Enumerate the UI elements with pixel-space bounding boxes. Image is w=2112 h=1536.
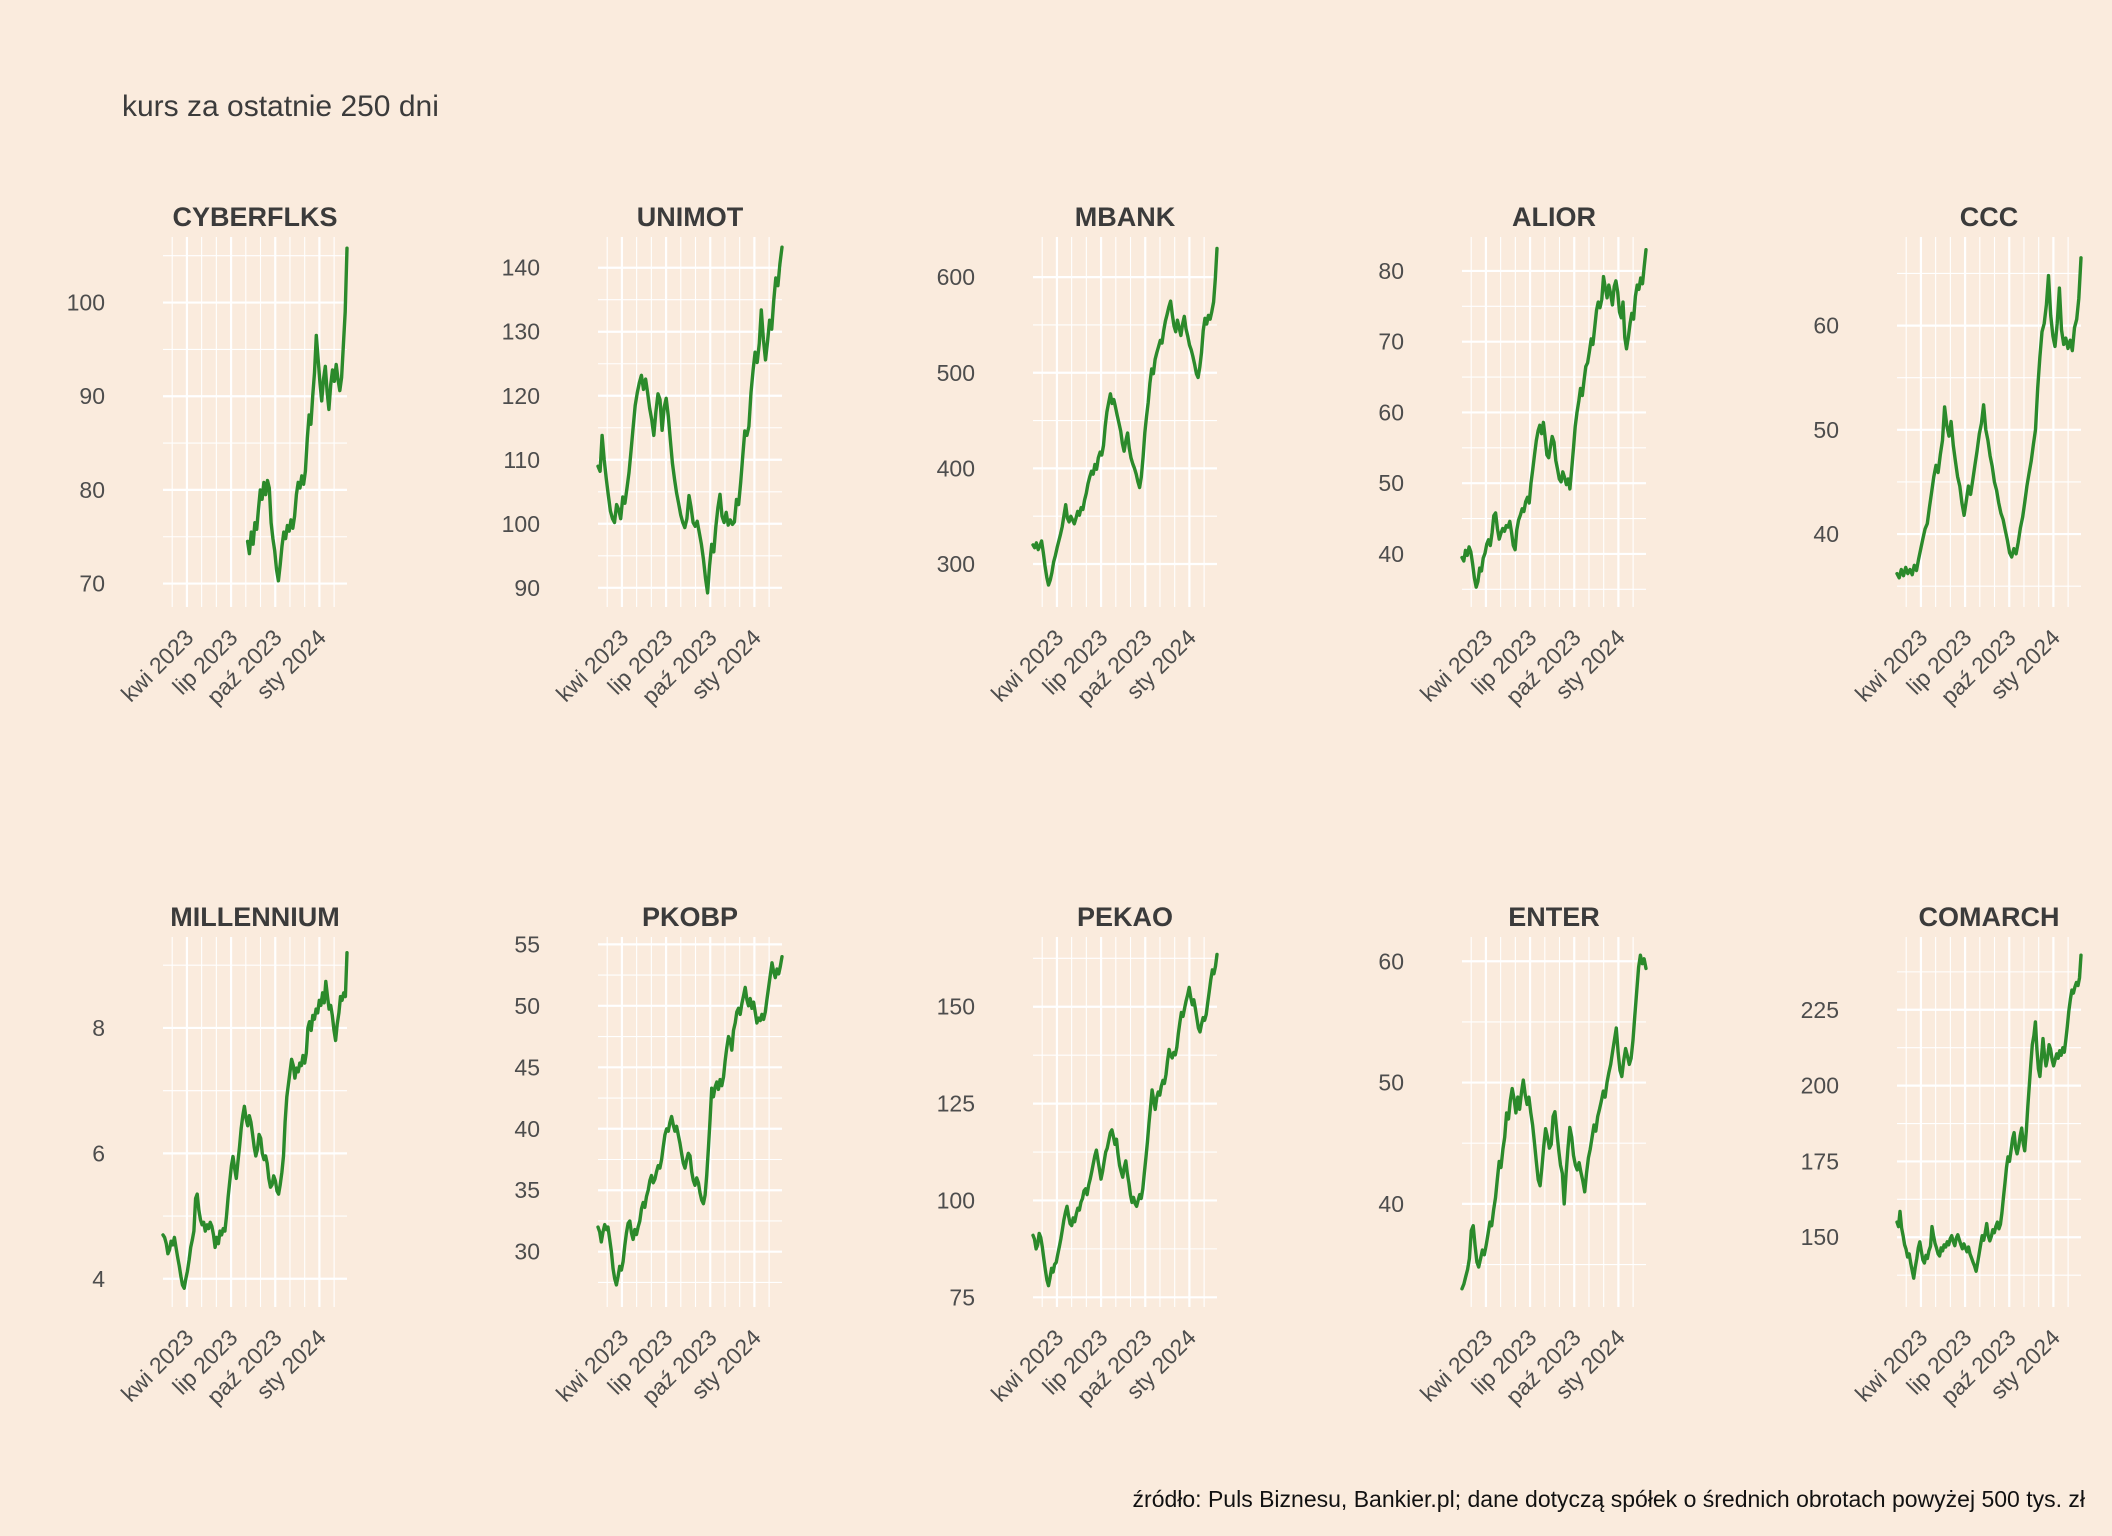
price-line	[1895, 256, 2083, 580]
y-axis-tick-label: 100	[67, 290, 105, 316]
chart-panel-mbank: 300 400 500 600 kwi 2023 lip 2023 paź 2023 sty …	[870, 190, 1248, 770]
chart-panel-alior: 40 50 60 70 80 kwi 2023 lip 2023 paź 2023 sty 20…	[1299, 190, 1677, 770]
y-axis-tick-label: 40	[1378, 541, 1404, 567]
y-axis-tick-label: 40	[1813, 521, 1839, 547]
y-axis-tick-label: 50	[1378, 470, 1404, 496]
chart-panel-millennium: 4 6 8 kwi 2023 lip 2023 paź 2023 sty 2024 MILLE…	[0, 890, 378, 1470]
y-axis-tick-label: 80	[1378, 258, 1404, 284]
chart-title: ENTER	[1508, 902, 1600, 932]
y-axis-tick-label: 45	[514, 1054, 540, 1080]
y-axis-tick-label: 90	[514, 575, 540, 601]
chart-title: MILLENNIUM	[170, 902, 339, 932]
y-axis-tick-label: 100	[502, 511, 540, 537]
y-axis-tick-label: 8	[92, 1015, 105, 1041]
chart-panel-pkobp: 30 35 40 45 50 55 kwi 2023 lip 2023 paź 2023 sty …	[435, 890, 813, 1470]
price-line	[1460, 248, 1648, 589]
y-axis-tick-label: 75	[949, 1284, 975, 1310]
chart-title: PKOBP	[642, 902, 738, 932]
y-axis-tick-label: 225	[1801, 997, 1839, 1023]
y-axis-tick-label: 50	[1378, 1070, 1404, 1096]
price-line	[161, 951, 349, 1290]
y-axis-tick-label: 40	[1378, 1191, 1404, 1217]
y-axis-tick-label: 110	[503, 447, 540, 473]
y-axis-tick-label: 600	[937, 264, 975, 290]
y-axis-tick-label: 175	[1801, 1148, 1839, 1174]
y-axis-tick-label: 55	[514, 931, 540, 957]
chart-title: CYBERFLKS	[172, 202, 337, 232]
y-axis-tick-label: 100	[937, 1187, 975, 1213]
y-axis-tick-label: 60	[1813, 313, 1839, 339]
chart-title: UNIMOT	[637, 202, 744, 232]
chart-panel-pekao: 75 100 125 150 kwi 2023 lip 2023 paź 2023 sty 2…	[870, 890, 1248, 1470]
y-axis-tick-label: 60	[1378, 399, 1404, 425]
y-axis-tick-label: 500	[937, 360, 975, 386]
y-axis-tick-label: 300	[937, 551, 975, 577]
price-line	[245, 246, 349, 583]
y-axis-tick-label: 35	[514, 1177, 540, 1203]
y-axis-tick-label: 150	[937, 994, 975, 1020]
y-axis-tick-label: 140	[502, 255, 540, 281]
y-axis-tick-label: 60	[1378, 948, 1404, 974]
y-axis-tick-label: 80	[79, 477, 105, 503]
y-axis-tick-label: 40	[514, 1116, 540, 1142]
chart-title: CCC	[1960, 202, 2019, 232]
y-axis-tick-label: 30	[514, 1239, 540, 1265]
y-axis-tick-label: 150	[1801, 1224, 1839, 1250]
y-axis-tick-label: 6	[92, 1140, 105, 1166]
y-axis-tick-label: 200	[1801, 1073, 1839, 1099]
y-axis-tick-label: 70	[1378, 329, 1404, 355]
y-axis-tick-label: 90	[79, 383, 105, 409]
y-axis-tick-label: 120	[502, 383, 540, 409]
price-line	[1031, 246, 1219, 587]
y-axis-tick-label: 70	[79, 571, 105, 597]
chart-panel-unimot: 90 100 110 120 130 140 kwi 2023 lip 2023 paź 202…	[435, 190, 813, 770]
source-note: źródło: Puls Biznesu, Bankier.pl; dane d…	[1132, 1486, 2085, 1512]
y-axis-tick-label: 130	[502, 319, 540, 345]
y-axis-tick-label: 50	[514, 993, 540, 1019]
y-axis-tick-label: 50	[1813, 417, 1839, 443]
price-line	[1031, 952, 1219, 1288]
chart-title: MBANK	[1075, 202, 1176, 232]
chart-panel-enter: 40 50 60 kwi 2023 lip 2023 paź 2023 sty 2024 EN…	[1299, 890, 1677, 1470]
y-axis-tick-label: 125	[937, 1091, 975, 1117]
price-line	[596, 245, 784, 595]
chart-panel-cyberflks: 70 80 90 100 kwi 2023 lip 2023 paź 2023 sty 202…	[0, 190, 378, 770]
y-axis-tick-label: 4	[92, 1266, 105, 1292]
chart-panel-ccc: 40 50 60 kwi 2023 lip 2023 paź 2023 sty 2024 CC…	[1734, 190, 2112, 770]
chart-panel-comarch: 150 175 200 225 kwi 2023 lip 2023 paź 2023 sty …	[1734, 890, 2112, 1470]
price-line	[1460, 953, 1648, 1291]
page-title: kurs za ostatnie 250 dni	[122, 90, 439, 123]
chart-title: ALIOR	[1512, 202, 1596, 232]
price-line	[596, 954, 784, 1287]
chart-title: PEKAO	[1077, 902, 1173, 932]
y-axis-tick-label: 400	[937, 455, 975, 481]
price-line	[1895, 953, 2083, 1280]
chart-title: COMARCH	[1919, 902, 2060, 932]
